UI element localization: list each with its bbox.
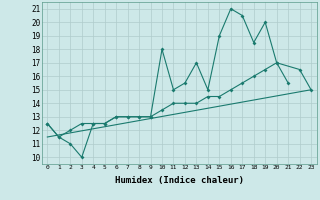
X-axis label: Humidex (Indice chaleur): Humidex (Indice chaleur) <box>115 176 244 185</box>
